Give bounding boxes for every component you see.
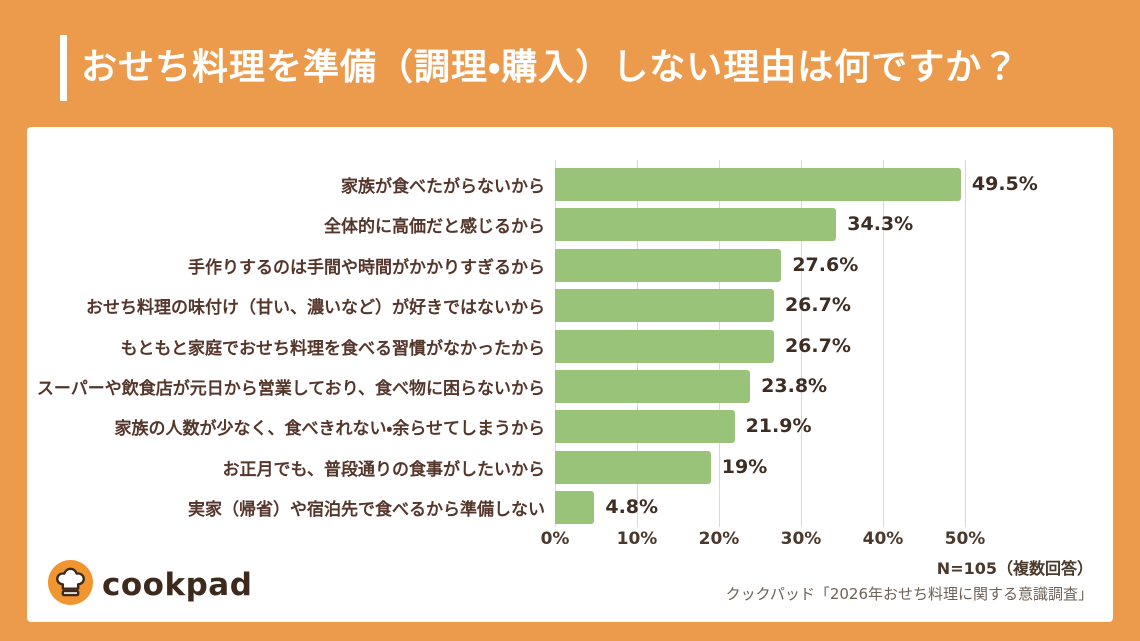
gridline xyxy=(801,160,802,527)
bar xyxy=(555,248,782,282)
value-label: 27.6% xyxy=(792,253,859,276)
category-label: おせち料理の味付け（甘い、濃いなど）が好きではないから xyxy=(86,298,545,319)
chart-card: 0% 10% 20% 30% 40% 50% 家族が食べたがらないから 49.5% 全体的に高価… xyxy=(27,127,1113,622)
sample-size-note: N=105（複数回答） xyxy=(936,559,1093,578)
category-label: 全体的に高価だと感じるから xyxy=(324,217,545,238)
x-tick-label: 10% xyxy=(616,529,658,549)
x-tick-label: 30% xyxy=(780,529,822,549)
gridline xyxy=(965,160,966,527)
title-accent-bar xyxy=(60,35,67,101)
value-label: 26.7% xyxy=(784,294,851,317)
bar xyxy=(555,329,774,363)
bar xyxy=(555,450,711,484)
value-label: 19% xyxy=(721,455,768,478)
x-tick-label: 40% xyxy=(862,529,904,549)
category-label: 実家（帰省）や宿泊先で食べるから準備しない xyxy=(188,500,545,521)
x-tick-label: 50% xyxy=(944,529,986,549)
value-label: 21.9% xyxy=(745,415,812,438)
value-label: 23.8% xyxy=(761,375,828,397)
bar xyxy=(555,289,774,323)
value-label: 4.8% xyxy=(605,496,659,519)
page-title: おせち料理を準備（調理・購入）しない理由は何ですか？ xyxy=(81,47,1020,88)
chef-hat-icon xyxy=(48,560,93,609)
bar-chart: 0% 10% 20% 30% 40% 50% 家族が食べたがらないから 49.5% 全体的に高価… xyxy=(27,127,1113,622)
bar xyxy=(555,491,595,525)
bar xyxy=(555,168,961,201)
value-label: 49.5% xyxy=(971,173,1038,195)
category-label: 手作りするのは手間や時間がかかりすぎるから xyxy=(188,257,545,278)
source-citation: クックパッド「2026年おせち料理に関する意識調査」 xyxy=(725,585,1093,603)
category-label: もともと家庭でおせち料理を食べる習慣がなかったから xyxy=(120,338,545,359)
cookpad-logo: cookpad xyxy=(48,560,252,609)
category-label: 家族が食べたがらないから xyxy=(341,177,545,197)
category-label: お正月でも、普段通りの食事がしたいから xyxy=(222,459,546,480)
category-label: 家族の人数が少なく、食べきれない・余らせてしまうから xyxy=(114,419,545,440)
cookpad-logo-text: cookpad xyxy=(102,566,253,603)
bar xyxy=(555,370,751,403)
bar xyxy=(555,208,837,242)
value-label: 26.7% xyxy=(784,334,851,357)
bar xyxy=(555,410,735,444)
category-label: スーパーや飲食店が元日から営業しており、食べ物に困らないから xyxy=(36,379,545,399)
gridline xyxy=(883,160,884,527)
value-label: 34.3% xyxy=(847,213,914,236)
x-tick-label: 20% xyxy=(698,529,740,549)
x-tick-label: 0% xyxy=(540,529,570,549)
